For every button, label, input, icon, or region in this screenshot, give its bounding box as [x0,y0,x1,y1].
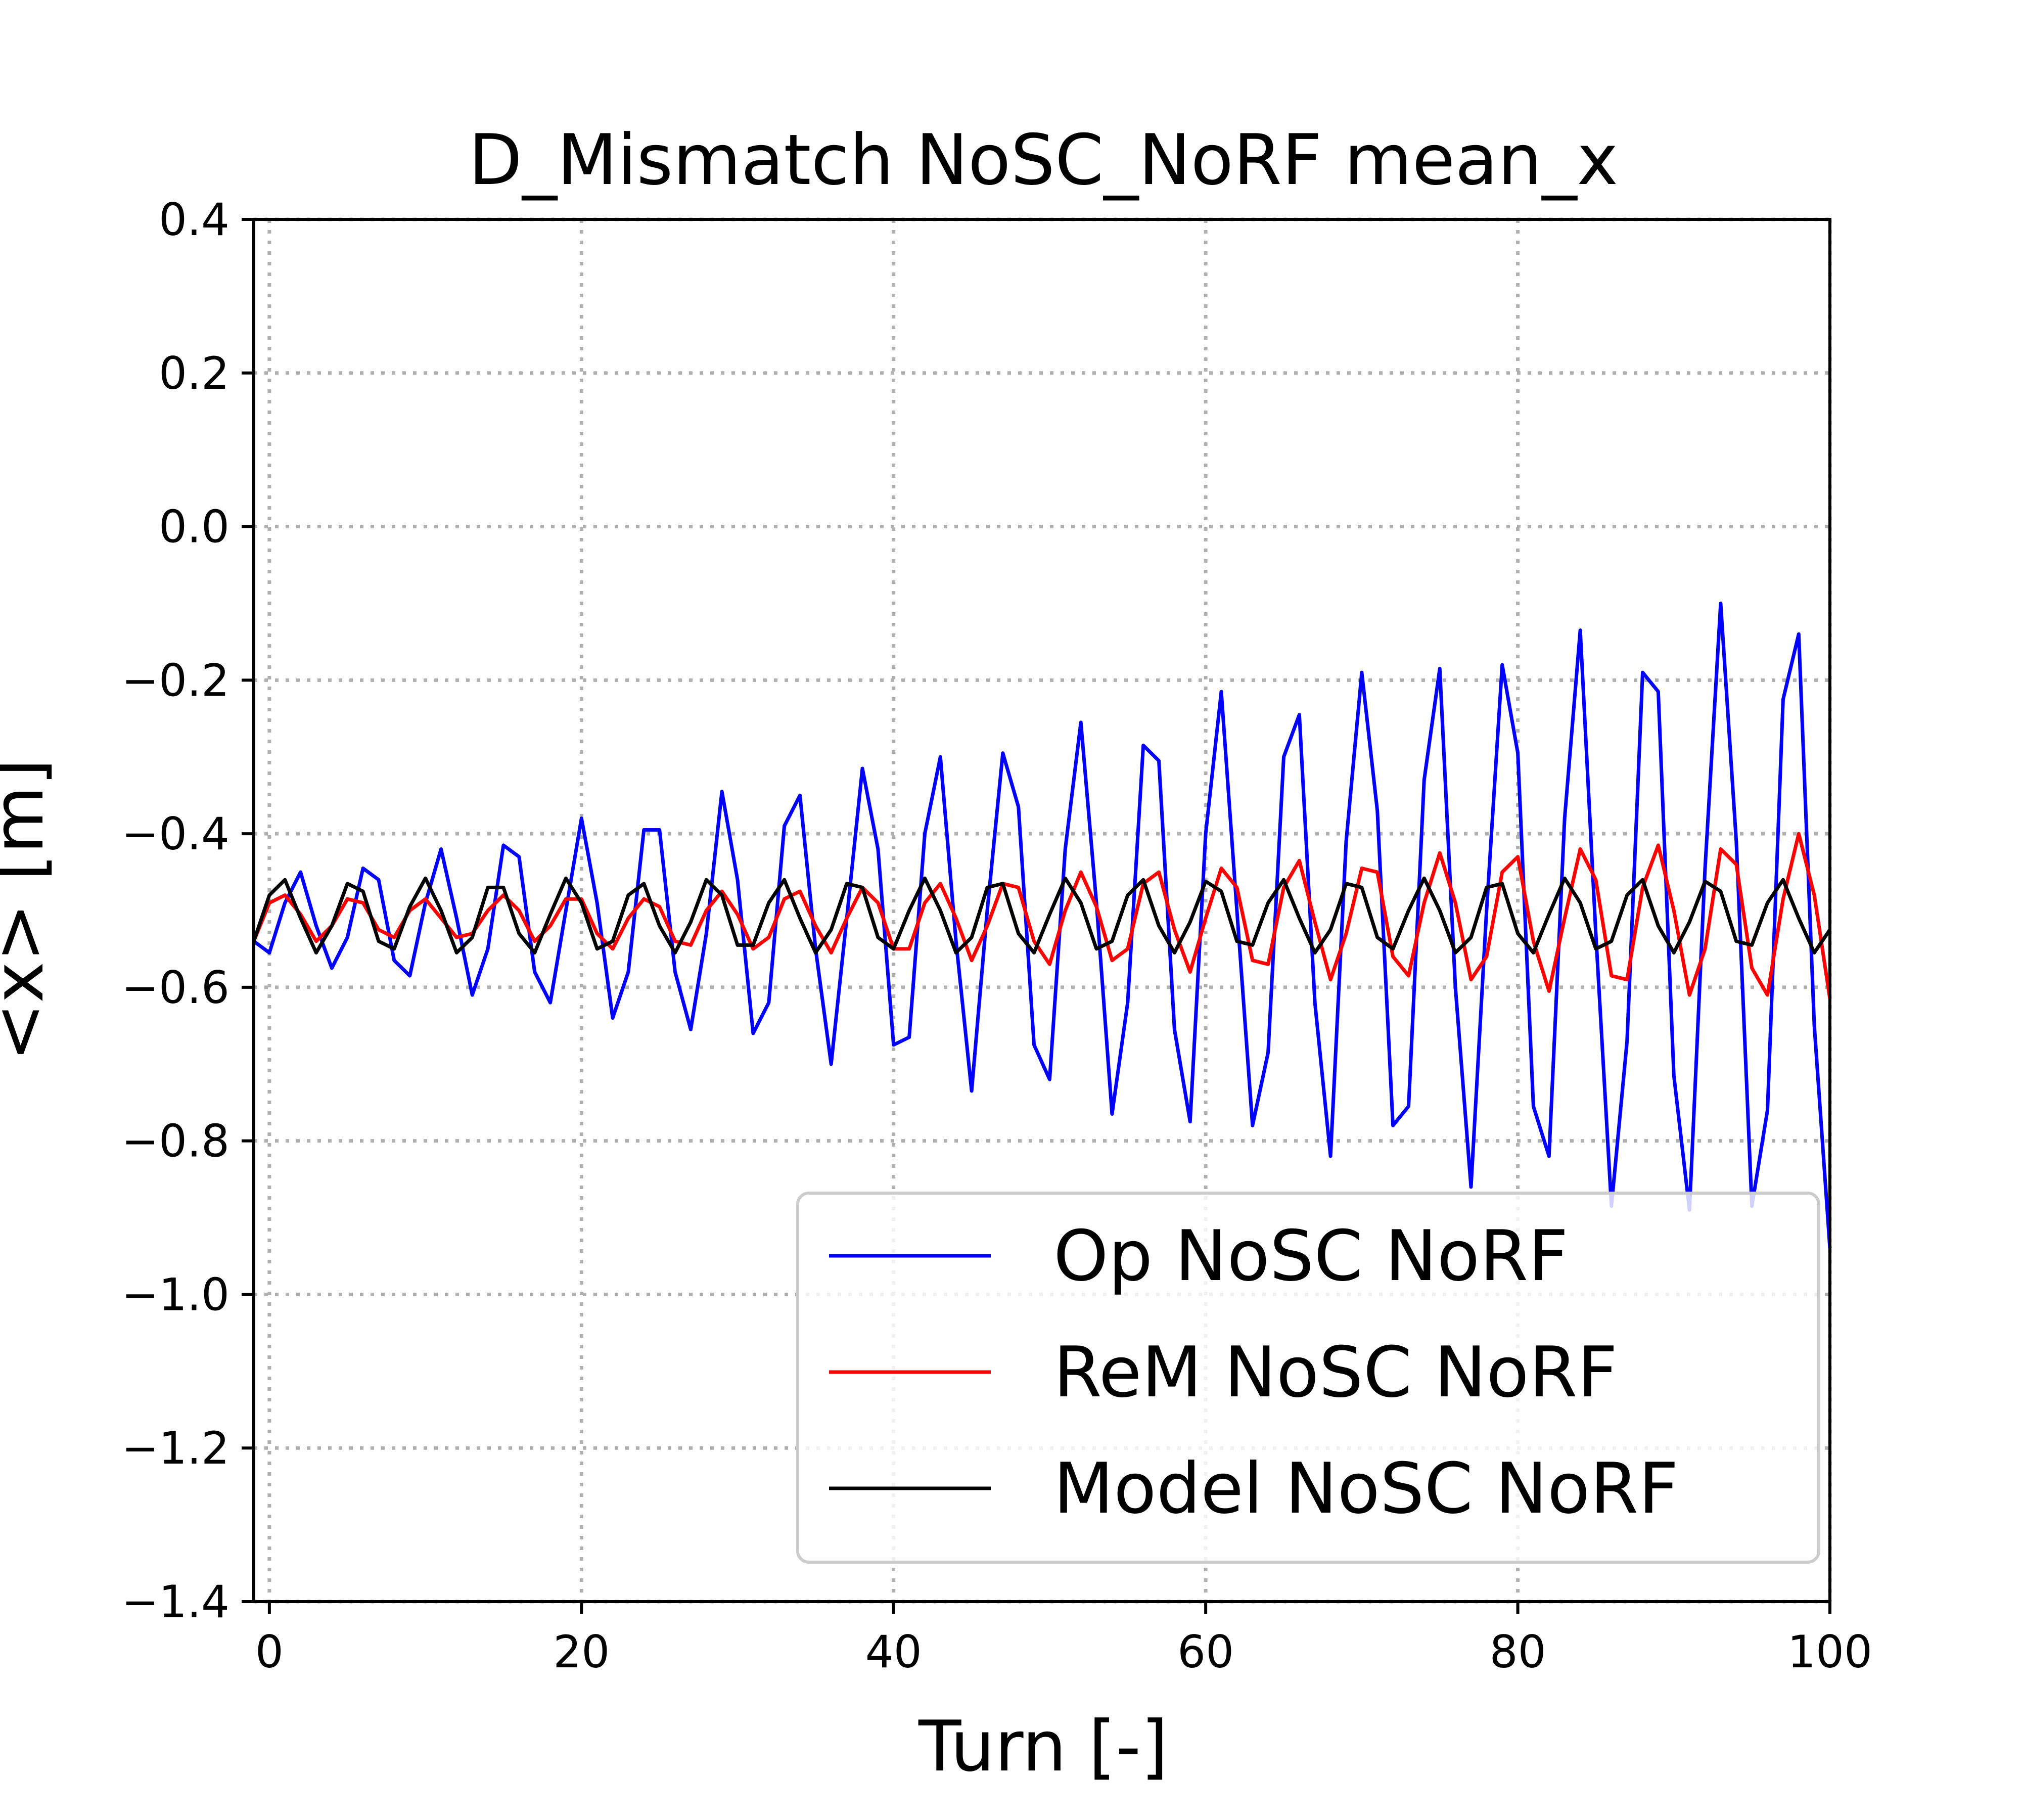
y-tick-label: −1.2 [121,1422,229,1474]
y-tick-label: −1.0 [121,1268,229,1321]
legend: Op NoSC NoRF ReM NoSC NoRF Model NoSC NoRF [796,1192,1820,1564]
legend-label: Model NoSC NoRF [1053,1448,1679,1529]
y-tick-label: −0.8 [121,1115,229,1167]
series-line-2 [252,832,1832,999]
legend-label: Op NoSC NoRF [1053,1215,1569,1297]
y-axis-title: <x> [m] [0,759,59,1062]
series-line-1 [252,601,1832,1249]
chart-title: D_Mismatch NoSC_NoRF mean_x [469,119,1618,201]
y-tick-label: 0.0 [159,501,229,553]
x-tick-label: 80 [1490,1626,1546,1678]
y-axis-ticks: 0.4 0.2 0.0 −0.2 −0.4 −0.6 −0.8 −1.0 −1.2 −1.4 [121,194,254,1628]
x-tick-label: 0 [255,1626,284,1678]
legend-box [796,1192,1820,1564]
y-tick-label: −1.4 [121,1576,229,1628]
series-lines [252,601,1832,1249]
legend-label: ReM NoSC NoRF [1053,1332,1618,1413]
x-tick-label: 20 [553,1626,610,1678]
series-line-3 [252,876,1831,954]
y-tick-label: −0.2 [121,654,229,706]
y-tick-label: 0.4 [159,194,229,246]
y-tick-label: −0.6 [121,962,229,1014]
y-tick-label: −0.4 [121,808,229,860]
x-tick-label: 60 [1177,1626,1234,1678]
legend-entries: Op NoSC NoRF ReM NoSC NoRF Model NoSC NoRF [829,1215,1679,1529]
x-tick-label: 100 [1787,1626,1872,1678]
plot-frame [252,218,1831,1603]
x-axis-ticks: 0 20 40 60 80 100 [255,1602,1872,1678]
x-axis-title: Turn [-] [918,1706,1168,1787]
x-tick-label: 40 [865,1626,922,1678]
y-tick-label: 0.2 [159,347,229,399]
